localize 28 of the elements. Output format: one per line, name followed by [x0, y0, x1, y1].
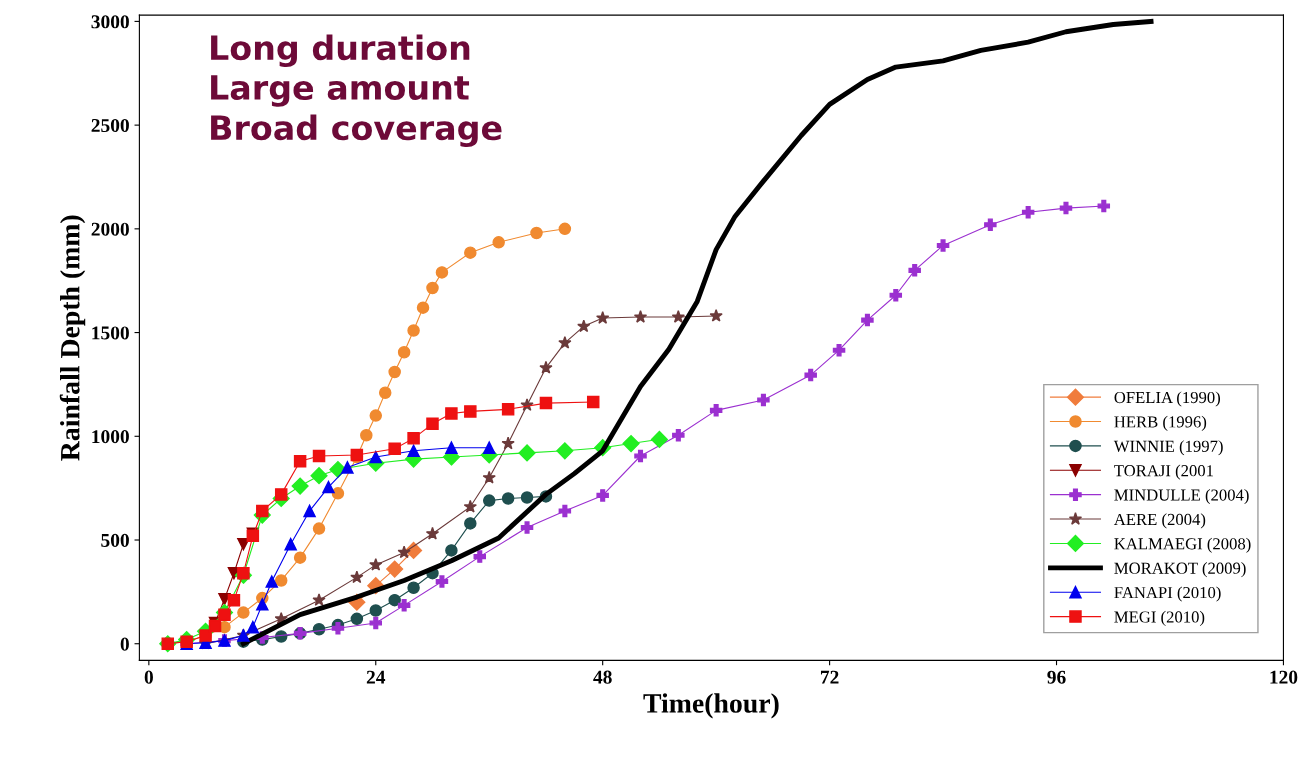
x-tick-label: 120	[1270, 670, 1298, 684]
y-tick-label: 500	[101, 533, 129, 547]
legend-label: MORAKOT (2009)	[1114, 562, 1246, 578]
y-tick-label: 0	[120, 637, 129, 651]
annotation: Broad coverage	[211, 114, 502, 148]
annotation: Long duration	[211, 34, 470, 68]
y-tick-label: 3000	[91, 15, 129, 29]
legend-label: FANAPI (2010)	[1114, 586, 1221, 602]
y-tick-label: 1500	[92, 326, 129, 340]
legend-label: MINDULLE (2004)	[1114, 488, 1249, 505]
x-tick-label: 48	[593, 670, 612, 684]
legend-label: WINNIE (1997)	[1113, 440, 1223, 456]
legend-label: KALMAEGI (2008)	[1114, 537, 1251, 553]
legend-label: MEGI (2010)	[1114, 610, 1205, 626]
y-tick-label: 2500	[91, 118, 129, 133]
legend-label: OFELIA (1990)	[1114, 391, 1221, 407]
legend-label: HERB (1996)	[1114, 415, 1207, 431]
y-axis-title: Rainfall Depth (mm)	[59, 215, 86, 461]
x-tick-label: 24	[366, 670, 386, 684]
x-tick-label: 96	[1047, 670, 1066, 684]
x-axis-title: Time(hour)	[643, 693, 779, 719]
legend-label: AERE (2004)	[1113, 513, 1206, 529]
y-tick-label: 2000	[91, 222, 129, 236]
x-tick-label: 72	[820, 670, 839, 684]
y-tick-label: 1000	[92, 430, 129, 444]
annotation: Large amount	[211, 75, 470, 107]
legend-label: TORAJI (2001	[1114, 464, 1213, 480]
x-tick-label: 0	[144, 670, 153, 684]
